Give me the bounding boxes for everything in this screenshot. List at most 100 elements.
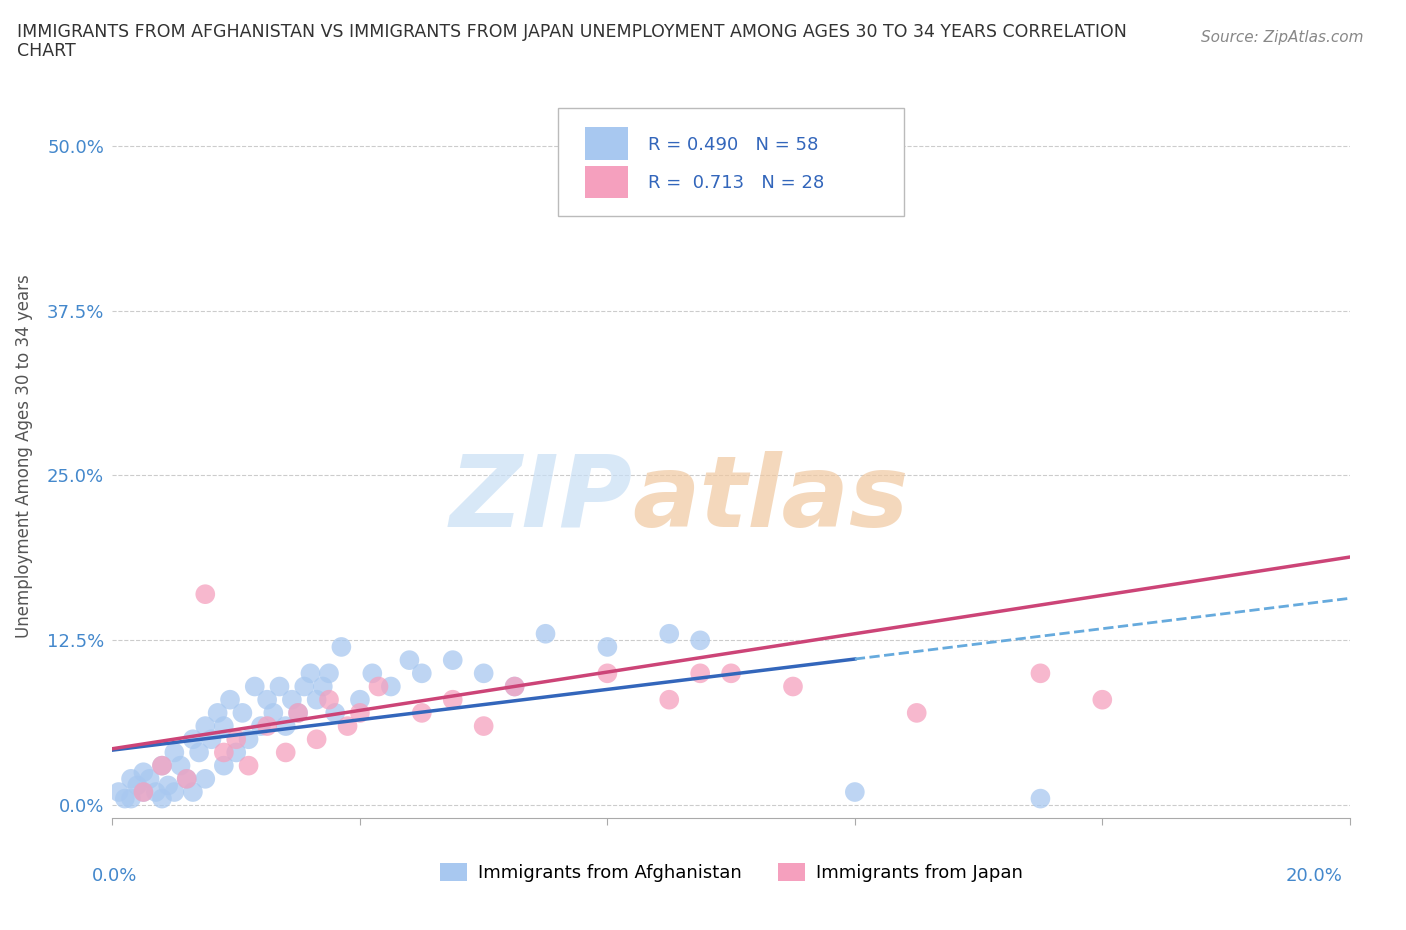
FancyBboxPatch shape (585, 166, 628, 198)
Point (256, 719, 278, 734)
Point (323, 706, 346, 721)
Point (305, 732, 328, 747)
Point (1029, 666, 1052, 681)
Point (194, 771, 217, 786)
Point (720, 666, 742, 681)
Point (1091, 692, 1114, 707)
Point (689, 666, 711, 681)
Point (318, 692, 340, 707)
Point (292, 679, 315, 694)
Point (844, 785, 866, 800)
Point (503, 679, 526, 694)
Point (194, 719, 217, 734)
Point (120, 771, 142, 786)
Text: Source: ZipAtlas.com: Source: ZipAtlas.com (1201, 30, 1364, 45)
Point (238, 732, 260, 747)
Point (150, 758, 173, 773)
Point (905, 706, 928, 721)
Point (250, 719, 273, 734)
Point (181, 785, 204, 800)
Point (274, 719, 297, 734)
Point (225, 745, 247, 760)
Text: IMMIGRANTS FROM AFGHANISTAN VS IMMIGRANTS FROM JAPAN UNEMPLOYMENT AMONG AGES 30 : IMMIGRANTS FROM AFGHANISTAN VS IMMIGRANT… (17, 23, 1126, 41)
Point (150, 758, 173, 773)
Point (238, 758, 260, 773)
Point (274, 745, 297, 760)
Point (1029, 791, 1052, 806)
Point (212, 745, 235, 760)
Point (212, 758, 235, 773)
Point (200, 732, 222, 747)
Point (281, 692, 304, 707)
Point (689, 633, 711, 648)
Point (176, 771, 198, 786)
Legend: Immigrants from Afghanistan, Immigrants from Japan: Immigrants from Afghanistan, Immigrants … (433, 856, 1029, 889)
Point (398, 653, 420, 668)
Point (194, 587, 217, 602)
Point (188, 745, 211, 760)
Point (145, 785, 167, 800)
Point (472, 666, 495, 681)
Point (534, 626, 557, 641)
Text: 0.0%: 0.0% (91, 867, 136, 884)
Point (132, 785, 155, 800)
Point (181, 732, 204, 747)
Text: R =  0.713   N = 28: R = 0.713 N = 28 (648, 174, 824, 192)
Text: CHART: CHART (17, 42, 76, 60)
Point (658, 692, 681, 707)
Point (349, 692, 371, 707)
Point (596, 666, 619, 681)
Point (163, 745, 186, 760)
Point (503, 679, 526, 694)
Point (287, 706, 309, 721)
Text: 20.0%: 20.0% (1286, 867, 1343, 884)
Point (114, 791, 136, 806)
Point (132, 785, 155, 800)
Point (176, 771, 198, 786)
Point (782, 679, 804, 694)
Point (441, 653, 464, 668)
Point (157, 778, 180, 793)
Point (207, 706, 229, 721)
Point (231, 706, 253, 721)
Point (262, 706, 284, 721)
Point (361, 666, 384, 681)
Point (287, 706, 309, 721)
Point (380, 679, 402, 694)
Point (120, 791, 142, 806)
Point (225, 732, 247, 747)
Point (212, 719, 235, 734)
Point (367, 679, 389, 694)
Point (472, 719, 495, 734)
Point (441, 692, 464, 707)
Point (769, 139, 792, 153)
Point (299, 666, 322, 681)
Point (219, 692, 242, 707)
Point (349, 706, 371, 721)
Point (269, 679, 291, 694)
Point (107, 785, 129, 800)
Point (163, 785, 186, 800)
Point (596, 640, 619, 655)
Text: ZIP: ZIP (449, 451, 633, 548)
Point (138, 771, 160, 786)
Point (150, 791, 173, 806)
Point (336, 719, 359, 734)
Point (169, 758, 191, 773)
Point (127, 778, 149, 793)
Point (305, 692, 328, 707)
Point (243, 679, 266, 694)
Point (411, 706, 433, 721)
Point (411, 666, 433, 681)
Point (132, 764, 155, 779)
Point (658, 626, 681, 641)
FancyBboxPatch shape (585, 127, 628, 160)
Text: atlas: atlas (633, 451, 908, 548)
Y-axis label: Unemployment Among Ages 30 to 34 years: Unemployment Among Ages 30 to 34 years (15, 273, 32, 638)
Point (318, 666, 340, 681)
Point (256, 692, 278, 707)
Text: R = 0.490   N = 58: R = 0.490 N = 58 (648, 136, 818, 153)
Point (330, 640, 353, 655)
FancyBboxPatch shape (558, 108, 904, 217)
Point (312, 679, 335, 694)
